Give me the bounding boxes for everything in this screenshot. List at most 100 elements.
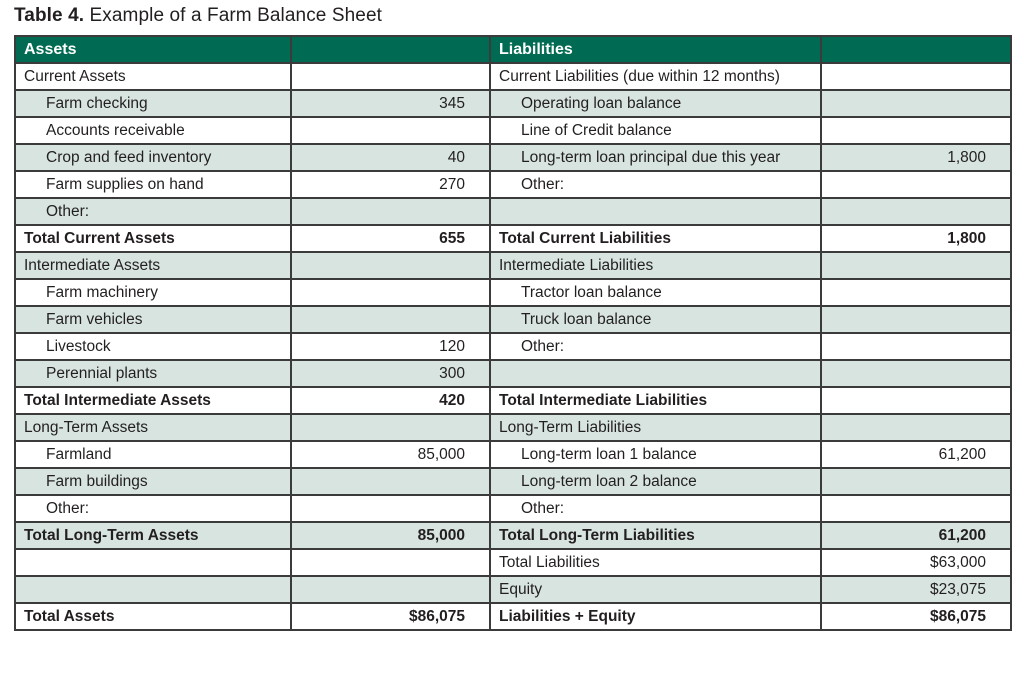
asset-label-cell: Other: (14, 494, 292, 523)
total-row: Total Long-Term Assets 85,000 Total Long… (14, 521, 1012, 550)
liability-value-cell: 61,200 (820, 521, 1012, 550)
table-row: Intermediate Assets Intermediate Liabili… (14, 251, 1012, 280)
asset-label-cell: Farmland (14, 440, 292, 469)
table-row: Equity $23,075 (14, 575, 1012, 604)
asset-label-cell: Farm vehicles (14, 305, 292, 334)
liability-value-cell: 1,800 (820, 143, 1012, 172)
liability-label-cell: Current Liabilities (due within 12 month… (489, 62, 822, 91)
asset-label-cell: Accounts receivable (14, 116, 292, 145)
table-row: Farmland 85,000 Long-term loan 1 balance… (14, 440, 1012, 469)
asset-value-cell: 655 (290, 224, 491, 253)
liability-value-cell (820, 197, 1012, 226)
liability-value-cell (820, 332, 1012, 361)
liability-value-cell (820, 494, 1012, 523)
asset-label-cell: Current Assets (14, 62, 292, 91)
table-row: Livestock 120 Other: (14, 332, 1012, 361)
table-row: Farm vehicles Truck loan balance (14, 305, 1012, 334)
liability-value-cell (820, 62, 1012, 91)
liability-value-cell (820, 170, 1012, 199)
asset-value-cell (290, 548, 491, 577)
asset-value-cell: 85,000 (290, 440, 491, 469)
farm-balance-sheet-table: Assets Liabilities Current Assets Curren… (14, 35, 1012, 631)
asset-value-cell: 345 (290, 89, 491, 118)
asset-label-cell: Livestock (14, 332, 292, 361)
asset-label-cell: Other: (14, 197, 292, 226)
asset-label-cell: Farm machinery (14, 278, 292, 307)
liability-value-cell: 61,200 (820, 440, 1012, 469)
table-row: Total Liabilities $63,000 (14, 548, 1012, 577)
liability-value-cell (820, 89, 1012, 118)
total-row: Total Assets $86,075 Liabilities + Equit… (14, 602, 1012, 631)
header-row: Assets Liabilities (14, 35, 1012, 64)
liability-label-cell (489, 197, 822, 226)
liability-value-cell (820, 413, 1012, 442)
asset-value-cell: $86,075 (290, 602, 491, 631)
assets-value-header-cell (290, 35, 491, 64)
liability-label-cell: Other: (489, 332, 822, 361)
asset-value-cell (290, 197, 491, 226)
liability-value-cell: $23,075 (820, 575, 1012, 604)
liability-label-cell: Total Intermediate Liabilities (489, 386, 822, 415)
table-row: Other: Other: (14, 494, 1012, 523)
assets-header-cell: Assets (14, 35, 292, 64)
asset-value-cell: 300 (290, 359, 491, 388)
liability-label-cell: Equity (489, 575, 822, 604)
asset-label-cell: Long-Term Assets (14, 413, 292, 442)
liability-label-cell: Line of Credit balance (489, 116, 822, 145)
liability-value-cell (820, 386, 1012, 415)
total-row: Total Intermediate Assets 420 Total Inte… (14, 386, 1012, 415)
table-row: Accounts receivable Line of Credit balan… (14, 116, 1012, 145)
liability-label-cell: Long-Term Liabilities (489, 413, 822, 442)
table-caption: Table 4. Example of a Farm Balance Sheet (14, 4, 1010, 28)
asset-label-cell: Crop and feed inventory (14, 143, 292, 172)
asset-value-cell (290, 413, 491, 442)
asset-label-cell: Total Current Assets (14, 224, 292, 253)
total-row: Total Current Assets 655 Total Current L… (14, 224, 1012, 253)
asset-value-cell: 420 (290, 386, 491, 415)
asset-label-cell: Farm checking (14, 89, 292, 118)
table-row: Long-Term Assets Long-Term Liabilities (14, 413, 1012, 442)
asset-label-cell: Total Intermediate Assets (14, 386, 292, 415)
liability-value-cell (820, 251, 1012, 280)
liability-label-cell: Operating loan balance (489, 89, 822, 118)
asset-value-cell: 40 (290, 143, 491, 172)
table-row: Current Assets Current Liabilities (due … (14, 62, 1012, 91)
liability-label-cell: Other: (489, 494, 822, 523)
liability-label-cell: Truck loan balance (489, 305, 822, 334)
asset-value-cell (290, 575, 491, 604)
asset-value-cell (290, 305, 491, 334)
liability-label-cell: Total Current Liabilities (489, 224, 822, 253)
table-row: Farm buildings Long-term loan 2 balance (14, 467, 1012, 496)
asset-label-cell: Total Long-Term Assets (14, 521, 292, 550)
liabilities-header-cell: Liabilities (489, 35, 822, 64)
table-row: Farm checking 345 Operating loan balance (14, 89, 1012, 118)
table-caption-number: Table 4. (14, 5, 85, 26)
asset-value-cell (290, 116, 491, 145)
asset-value-cell (290, 251, 491, 280)
page: Table 4. Example of a Farm Balance Sheet… (14, 4, 1012, 631)
liability-label-cell: Total Liabilities (489, 548, 822, 577)
asset-label-cell: Total Assets (14, 602, 292, 631)
table-row: Farm supplies on hand 270 Other: (14, 170, 1012, 199)
liability-label-cell: Liabilities + Equity (489, 602, 822, 631)
asset-label-cell (14, 575, 292, 604)
liability-label-cell: Tractor loan balance (489, 278, 822, 307)
asset-value-cell (290, 467, 491, 496)
table-caption-text: Example of a Farm Balance Sheet (84, 5, 382, 26)
liability-label-cell: Total Long-Term Liabilities (489, 521, 822, 550)
table-row: Perennial plants 300 (14, 359, 1012, 388)
liability-value-cell (820, 278, 1012, 307)
liabilities-value-header-cell (820, 35, 1012, 64)
liability-value-cell (820, 359, 1012, 388)
asset-label-cell: Perennial plants (14, 359, 292, 388)
table-row: Crop and feed inventory 40 Long-term loa… (14, 143, 1012, 172)
asset-value-cell: 120 (290, 332, 491, 361)
table-row: Other: (14, 197, 1012, 226)
table-row: Farm machinery Tractor loan balance (14, 278, 1012, 307)
liability-value-cell: $86,075 (820, 602, 1012, 631)
liability-value-cell: $63,000 (820, 548, 1012, 577)
asset-value-cell (290, 278, 491, 307)
asset-value-cell (290, 494, 491, 523)
liability-label-cell: Other: (489, 170, 822, 199)
liability-label-cell: Intermediate Liabilities (489, 251, 822, 280)
